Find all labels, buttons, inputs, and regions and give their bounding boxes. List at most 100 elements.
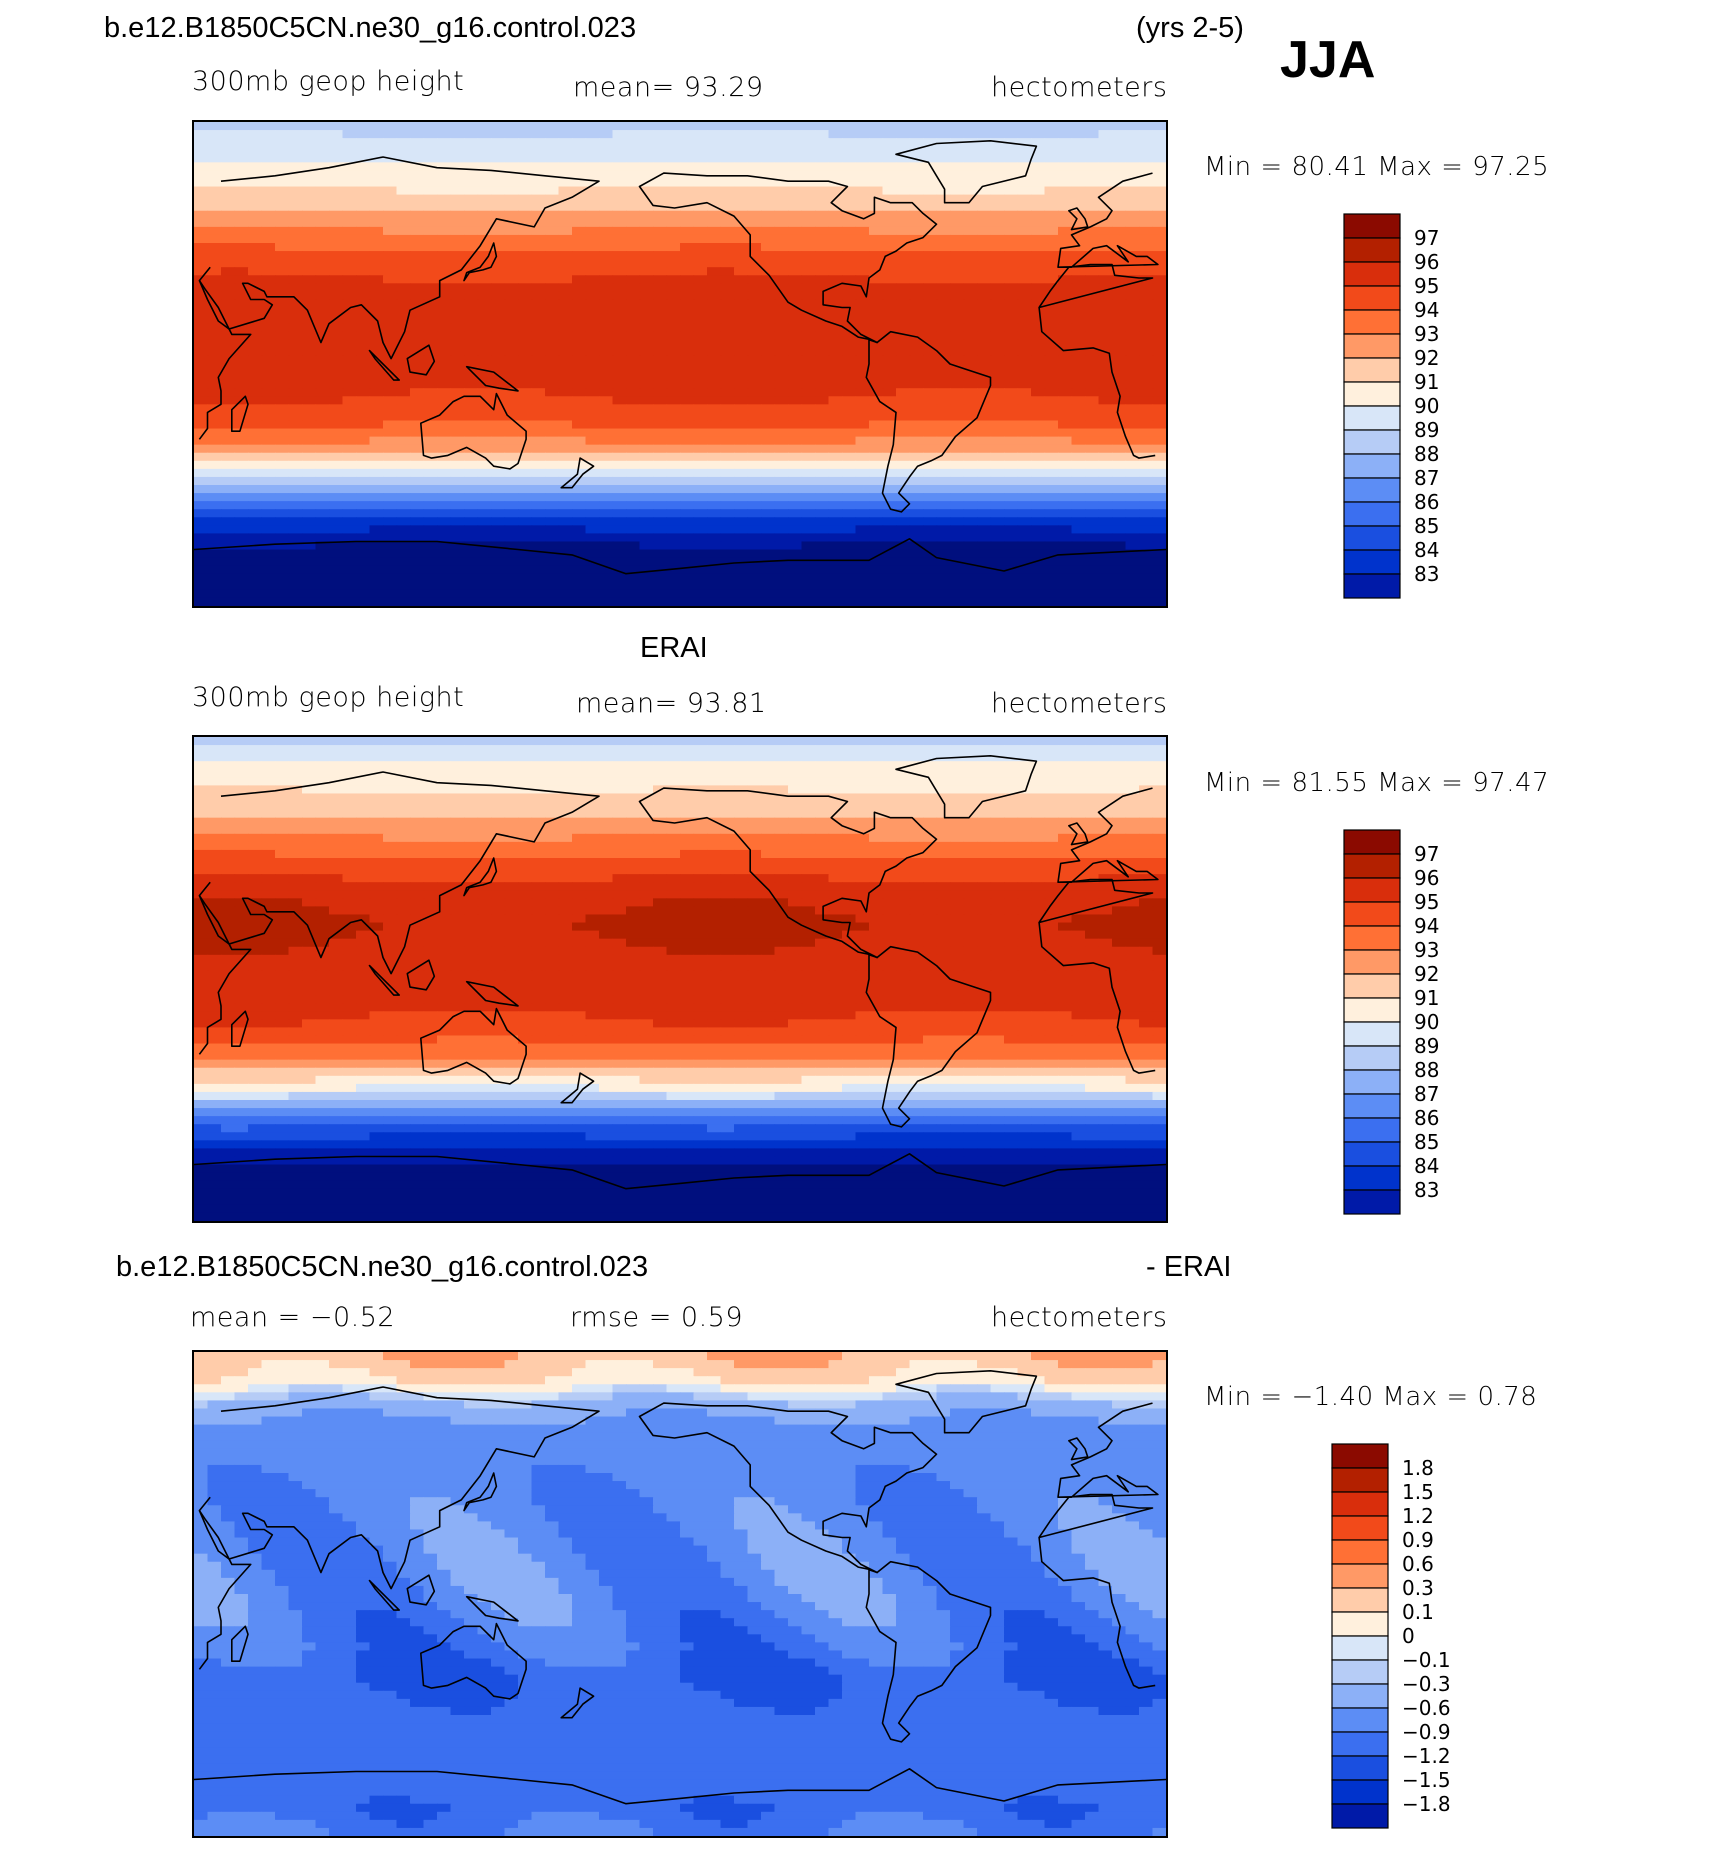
field-cell	[720, 331, 735, 341]
field-cell	[356, 243, 371, 252]
field-cell	[909, 761, 924, 770]
field-cell	[329, 218, 344, 228]
field-cell	[761, 251, 776, 260]
field-cell	[666, 581, 681, 591]
field-cell	[1098, 226, 1113, 236]
field-cell	[599, 291, 614, 301]
field-cell	[1112, 533, 1127, 543]
field-cell	[693, 396, 708, 405]
field-cell	[990, 533, 1005, 543]
field-cell	[909, 525, 924, 534]
field-cell	[734, 737, 749, 746]
field-cell	[410, 162, 425, 171]
field-cell	[275, 801, 290, 811]
field-cell	[288, 573, 303, 583]
field-cell	[774, 404, 789, 413]
field-cell	[302, 396, 317, 405]
field-cell	[828, 226, 843, 236]
field-cell	[288, 581, 303, 591]
field-cell	[261, 597, 276, 606]
field-cell	[302, 517, 317, 526]
field-cell	[828, 380, 843, 389]
field-cell	[423, 541, 438, 551]
field-cell	[761, 737, 776, 746]
panel1-map	[192, 120, 1168, 608]
field-cell	[761, 339, 776, 349]
field-cell	[855, 218, 870, 228]
field-cell	[882, 793, 897, 803]
field-cell	[680, 476, 695, 486]
field-cell	[477, 501, 492, 510]
field-cell	[1058, 138, 1073, 147]
field-cell	[815, 283, 830, 292]
field-cell	[383, 251, 398, 260]
field-cell	[788, 186, 803, 196]
field-cell	[315, 218, 330, 228]
field-cell	[342, 210, 357, 220]
field-cell	[572, 597, 587, 606]
field-cell	[734, 146, 749, 155]
field-cell	[248, 339, 263, 349]
field-cell	[342, 186, 357, 196]
field-cell	[450, 347, 465, 357]
field-cell	[504, 388, 519, 397]
field-cell	[1071, 785, 1086, 795]
field-cell	[288, 323, 303, 333]
field-cell	[1125, 162, 1140, 171]
field-cell	[423, 251, 438, 260]
field-cell	[1058, 777, 1073, 786]
field-cell	[585, 737, 600, 746]
field-cell	[518, 210, 533, 220]
field-cell	[1017, 234, 1032, 244]
field-cell	[707, 517, 722, 526]
field-cell	[1125, 549, 1140, 559]
field-cell	[923, 396, 938, 405]
field-cell	[680, 493, 695, 502]
field-cell	[464, 234, 479, 244]
field-cell	[410, 267, 425, 276]
field-cell	[1112, 501, 1127, 510]
field-cell	[707, 468, 722, 478]
field-cell	[410, 581, 425, 591]
field-cell	[288, 388, 303, 397]
field-cell	[437, 745, 452, 754]
field-cell	[815, 267, 830, 276]
field-cell	[707, 509, 722, 518]
field-cell	[761, 428, 776, 438]
field-cell	[464, 396, 479, 405]
field-cell	[194, 777, 209, 786]
field-cell	[828, 388, 843, 397]
field-cell	[1044, 396, 1059, 405]
field-cell	[207, 753, 222, 762]
field-cell	[545, 573, 560, 583]
field-cell	[639, 581, 654, 591]
field-cell	[1139, 218, 1154, 228]
field-cell	[855, 251, 870, 260]
field-cell	[612, 533, 627, 543]
field-cell	[1031, 243, 1046, 252]
field-cell	[1139, 737, 1154, 746]
field-cell	[639, 509, 654, 518]
field-cell	[275, 307, 290, 317]
field-cell	[869, 549, 884, 559]
field-cell	[815, 460, 830, 470]
field-cell	[518, 372, 533, 381]
field-cell	[302, 291, 317, 301]
field-cell	[1058, 210, 1073, 220]
field-cell	[464, 476, 479, 486]
field-cell	[545, 412, 560, 422]
field-cell	[464, 291, 479, 301]
field-cell	[1017, 753, 1032, 762]
field-cell	[383, 468, 398, 478]
field-cell	[828, 130, 843, 139]
field-cell	[639, 355, 654, 365]
field-cell	[977, 557, 992, 567]
field-cell	[585, 218, 600, 228]
field-cell	[1004, 355, 1019, 365]
field-cell	[464, 541, 479, 551]
field-cell	[477, 801, 492, 811]
field-cell	[936, 436, 951, 446]
field-cell	[450, 517, 465, 526]
field-cell	[612, 178, 627, 188]
field-cell	[234, 761, 249, 770]
